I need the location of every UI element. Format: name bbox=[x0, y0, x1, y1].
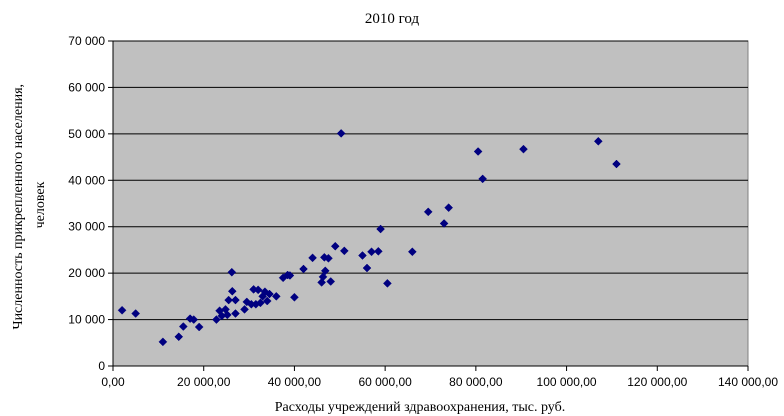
x-axis-label: Расходы учреждений здравоохранения, тыс.… bbox=[275, 400, 565, 415]
y-tick-label: 20 000 bbox=[68, 266, 105, 280]
y-tick-labels: 0 10 000 20 000 30 000 40 000 50 000 60 000 70 … bbox=[68, 34, 105, 373]
y-tick-label: 10 000 bbox=[68, 313, 105, 327]
y-axis-label-line1: Численность прикрепленного населения, bbox=[11, 84, 26, 330]
data-point bbox=[271, 292, 281, 301]
data-point bbox=[189, 315, 199, 324]
data-point bbox=[373, 246, 383, 256]
y-tick-label: 0 bbox=[98, 359, 105, 373]
data-point bbox=[262, 296, 272, 306]
data-point bbox=[256, 298, 265, 308]
data-point bbox=[439, 219, 449, 228]
data-point bbox=[473, 147, 483, 156]
x-tick-label: 0,00 bbox=[101, 375, 125, 389]
data-point bbox=[131, 309, 141, 318]
data-point bbox=[612, 159, 621, 169]
data-point bbox=[519, 144, 528, 154]
data-point bbox=[231, 295, 240, 305]
data-point bbox=[326, 277, 336, 286]
y-tick-label: 70 000 bbox=[68, 34, 105, 48]
data-point bbox=[265, 289, 274, 299]
x-tick-label: 100 000,00 bbox=[537, 375, 597, 389]
data-point bbox=[423, 207, 433, 217]
y-tick-label: 60 000 bbox=[68, 80, 105, 94]
data-point bbox=[367, 247, 376, 257]
x-tick-label: 60 000,00 bbox=[358, 375, 412, 389]
data-point bbox=[320, 266, 330, 276]
data-point bbox=[299, 264, 308, 274]
y-tick-label: 50 000 bbox=[68, 127, 105, 141]
data-point bbox=[593, 136, 603, 146]
data-point bbox=[240, 305, 249, 314]
data-point bbox=[117, 305, 127, 315]
data-point bbox=[285, 271, 295, 280]
data-point bbox=[376, 224, 385, 234]
data-point bbox=[358, 251, 367, 260]
x-tick-label: 140 000,00 bbox=[718, 375, 778, 389]
chart-title: 2010 год bbox=[365, 11, 420, 27]
data-point bbox=[253, 285, 263, 295]
data-point bbox=[227, 286, 237, 296]
data-point bbox=[174, 332, 184, 342]
y-axis-label-line2: человек bbox=[33, 181, 48, 228]
data-point bbox=[290, 292, 299, 302]
x-tick-labels: 0,00 20 000,00 40 000,00 60 000,00 80 000,00… bbox=[101, 375, 778, 389]
gridlines bbox=[113, 40, 748, 321]
data-point bbox=[408, 247, 417, 257]
data-point bbox=[178, 322, 188, 331]
data-point bbox=[444, 203, 453, 213]
data-point bbox=[194, 322, 204, 332]
x-tick-label: 80 000,00 bbox=[449, 375, 503, 389]
data-point bbox=[339, 246, 349, 256]
y-tick-label: 40 000 bbox=[68, 173, 105, 187]
y-tick-label: 30 000 bbox=[68, 220, 105, 234]
data-point bbox=[330, 241, 340, 251]
data-point bbox=[383, 279, 392, 288]
data-point bbox=[336, 129, 346, 138]
axes bbox=[108, 40, 749, 371]
y-axis-label: Численность прикрепленного населения, че… bbox=[11, 80, 48, 329]
x-tick-label: 20 000,00 bbox=[177, 375, 231, 389]
data-point bbox=[224, 295, 234, 305]
data-point bbox=[478, 174, 488, 184]
data-point bbox=[231, 309, 240, 318]
x-tick-label: 120 000,00 bbox=[627, 375, 687, 389]
data-point bbox=[212, 315, 221, 324]
data-point bbox=[362, 263, 372, 273]
data-point bbox=[324, 253, 333, 263]
data-point bbox=[227, 267, 237, 277]
plot-area bbox=[112, 40, 749, 367]
data-points bbox=[117, 129, 621, 347]
data-point bbox=[222, 310, 232, 320]
x-tick-label: 40 000,00 bbox=[268, 375, 322, 389]
data-point bbox=[308, 253, 317, 263]
data-point bbox=[158, 337, 168, 347]
